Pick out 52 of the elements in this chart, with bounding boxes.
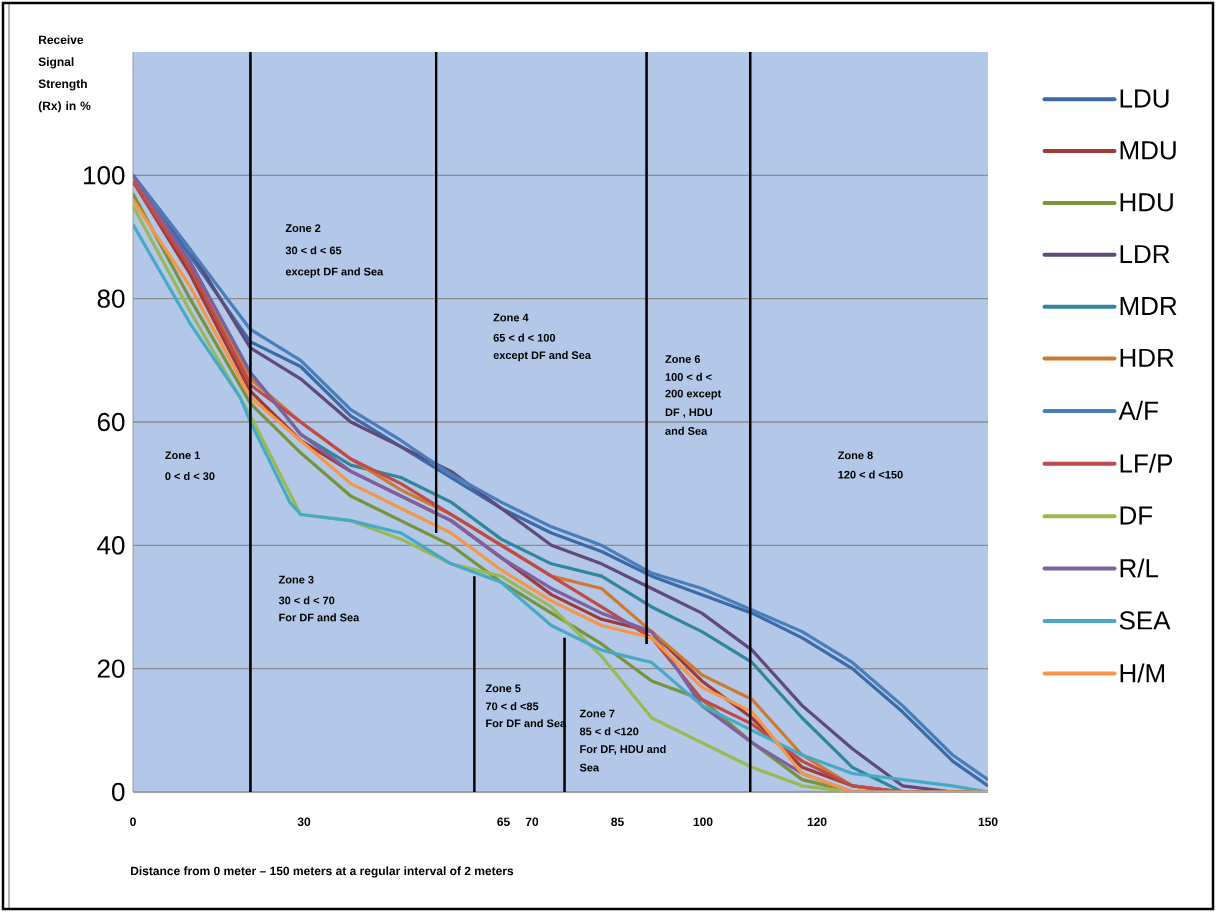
- x-tick-label: 70: [525, 817, 539, 827]
- x-tick-label: 0: [130, 817, 136, 827]
- y-axis-title: Receive Signal Strength (Rx) in %: [38, 35, 91, 113]
- annotation: 70 < d <85: [485, 702, 539, 711]
- annotation: Zone 2: [285, 224, 321, 233]
- annotation: Zone 4: [493, 313, 529, 322]
- annotation: For DF and Sea: [279, 613, 360, 622]
- legend-label: HDR: [1120, 348, 1174, 367]
- annotation: 100 < d <: [665, 372, 712, 381]
- annotation: 30 < d < 70: [278, 596, 335, 605]
- annotation: except DF and Sea: [285, 267, 384, 278]
- legend-label: SEA: [1119, 611, 1171, 630]
- x-tick-label: 100: [693, 817, 713, 827]
- y-tick-label: 100: [84, 166, 125, 185]
- y-tick-label: 20: [97, 659, 125, 678]
- x-tick-label: 85: [611, 817, 624, 827]
- legend-label: DF: [1120, 506, 1153, 525]
- y-tick-label: 40: [97, 536, 125, 555]
- annotation: Zone 7: [579, 709, 615, 718]
- legend-label: LF/P: [1120, 453, 1173, 473]
- legend-label: HDU: [1120, 193, 1173, 212]
- legend-label: H/M: [1120, 663, 1165, 683]
- annotation: 200 except: [665, 389, 722, 400]
- x-tick-label: 65: [497, 817, 510, 827]
- y-tick-label: 80: [97, 289, 125, 308]
- annotation: Zone 3: [278, 575, 314, 584]
- legend-label: A/F: [1118, 400, 1158, 420]
- annotation: Zone 5: [485, 684, 521, 693]
- legend-label: LDR: [1120, 245, 1170, 264]
- x-tick-label: 120: [807, 817, 827, 827]
- annotation: Zone 6: [665, 355, 701, 363]
- x-axis-title: Distance from 0 meter – 150 meters at a regular interval of 2 meters: [131, 866, 514, 878]
- annotation: 65 < d < 100: [493, 333, 556, 342]
- y-tick-label: 0: [112, 782, 125, 802]
- y-tick-label: 60: [97, 412, 125, 432]
- annotation: and Sea: [665, 426, 708, 435]
- annotation: Sea: [579, 763, 600, 772]
- annotation: except DF and Sea: [493, 351, 592, 362]
- annotation: 30 < d < 65: [285, 246, 342, 255]
- annotation: Zone 1: [165, 451, 200, 460]
- annotation: 0 < d < 30: [165, 471, 215, 481]
- legend-label: MDR: [1120, 297, 1177, 315]
- annotation: Zone 8: [838, 451, 873, 460]
- x-tick-label: 150: [978, 817, 998, 827]
- annotation: For DF, HDU and: [580, 744, 666, 755]
- annotation: 85 < d <120: [579, 727, 639, 736]
- annotation: 120 < d <150: [838, 470, 903, 479]
- legend-label: MDU: [1120, 141, 1176, 160]
- legend-label: R/L: [1120, 558, 1159, 578]
- legend-label: LDU: [1120, 89, 1169, 108]
- annotation: DF , HDU: [665, 408, 712, 418]
- x-tick-label: 30: [297, 817, 311, 827]
